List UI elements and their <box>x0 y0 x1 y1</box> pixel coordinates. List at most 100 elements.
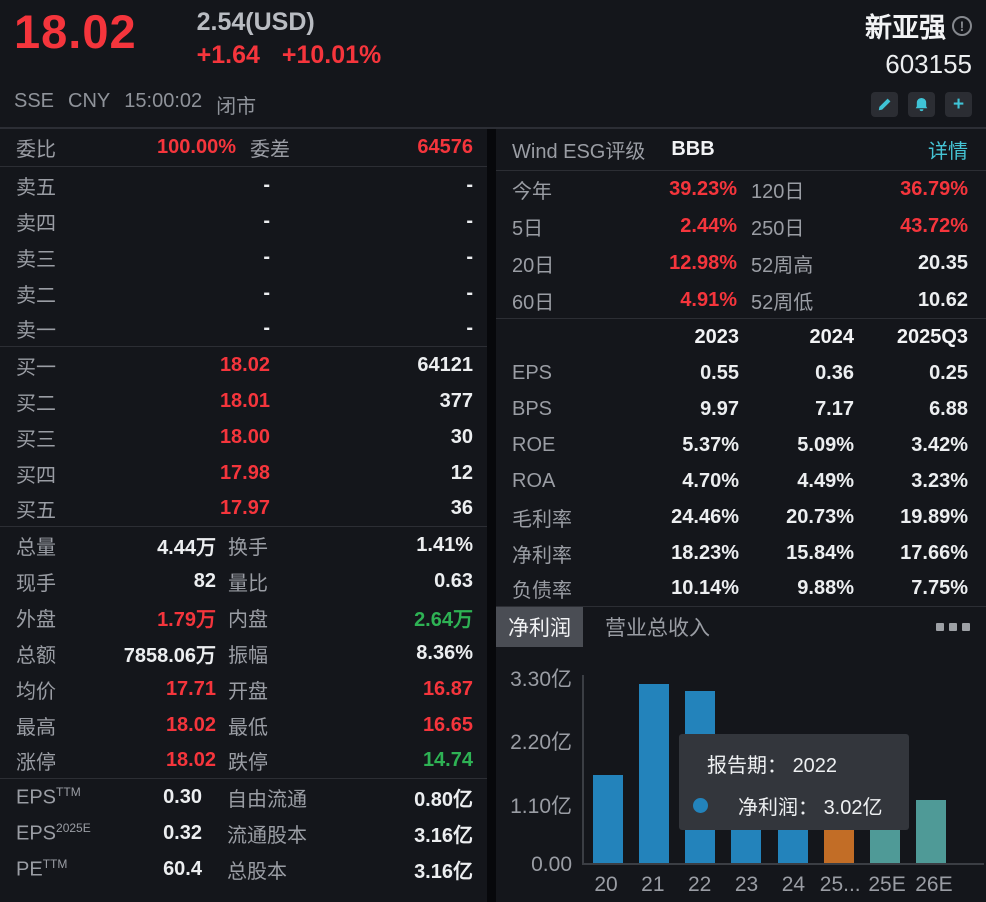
sell-volume: - <box>466 317 473 339</box>
buy-row[interactable]: 买五 17.97 36 <box>0 491 487 527</box>
financial-table-row: ROE 5.37% 5.09% 3.42% <box>512 433 968 456</box>
currency-label: CNY <box>68 90 111 112</box>
bar-2026e[interactable] <box>915 800 946 863</box>
weicha-value: 64576 <box>417 136 473 158</box>
sell-row[interactable]: 卖三 - - <box>0 239 487 275</box>
sell-level-label: 卖一 <box>16 320 56 342</box>
edit-button[interactable] <box>871 92 898 117</box>
esg-detail-link[interactable]: 详情 <box>928 141 968 163</box>
buy-price: 17.98 <box>219 461 270 484</box>
stats-row: 最高 18.02 最低 16.65 <box>16 713 473 739</box>
fundamental-row: PETTM 60.4 总股本 3.16亿 <box>16 856 473 883</box>
financial-table-header: 2023 2024 2025Q3 <box>496 319 986 355</box>
stats-row: 均价 17.71 开盘 16.87 <box>16 677 473 703</box>
sell-volume: - <box>466 173 473 196</box>
sell-level-label: 卖三 <box>16 248 56 271</box>
buy-price: 18.02 <box>219 353 270 376</box>
y-tick: 1.10亿 <box>510 795 572 818</box>
performance-row: 20日 12.98% 52周高 20.35 <box>512 252 968 277</box>
bar-2021[interactable] <box>639 683 670 863</box>
weibi-label: 委比 <box>16 139 56 161</box>
weibi-value: 100.00% <box>157 136 236 158</box>
buy-row[interactable]: 买二 18.01 377 <box>0 383 487 419</box>
add-button[interactable]: + <box>945 92 972 117</box>
alert-button[interactable] <box>908 92 935 117</box>
sell-row[interactable]: 卖一 - - <box>0 311 487 347</box>
price-change: +1.64 <box>196 41 260 69</box>
pencil-icon <box>878 98 891 111</box>
sell-price: - <box>263 245 270 268</box>
sell-level-label: 卖四 <box>16 212 56 235</box>
stats-row: 涨停 18.02 跌停 14.74 <box>0 743 487 779</box>
financial-table-row: 净利率 18.23% 15.84% 17.66% <box>512 541 968 567</box>
bar-2020[interactable] <box>593 774 623 863</box>
stats-row: 现手 82 量比 0.63 <box>16 569 473 595</box>
order-book-panel: 委比 100.00% 委差 64576 卖五 - - 卖四 - - 卖三 - - <box>0 129 487 902</box>
col-header: 2025Q3 <box>896 325 968 348</box>
buy-price: 18.00 <box>219 425 270 448</box>
usd-price: 2.54(USD) <box>196 8 315 36</box>
tab-total-revenue[interactable]: 营业总收入 <box>605 617 710 640</box>
quote-header: 18.02 2.54(USD) +1.64 +10.01% 新亚强 ! 6031… <box>0 0 986 129</box>
sell-row[interactable]: 卖二 - - <box>0 275 487 311</box>
buy-level-label: 买一 <box>16 356 56 379</box>
sell-row[interactable]: 卖四 - - <box>0 203 487 239</box>
buy-level-label: 买四 <box>16 464 56 487</box>
sell-price: - <box>263 281 270 304</box>
sell-row[interactable]: 卖五 - - <box>0 167 487 203</box>
buy-row[interactable]: 买四 17.98 12 <box>0 455 487 491</box>
buy-volume: 64121 <box>417 353 473 376</box>
performance-row: 今年 39.23% 120日 36.79% <box>512 178 968 203</box>
sell-volume: - <box>466 281 473 304</box>
tooltip-period-value: 2022 <box>792 755 838 777</box>
tooltip-series-label: 净利润： <box>738 797 818 819</box>
performance-row: 60日 4.91% 52周低 10.62 <box>496 282 986 319</box>
sell-level-label: 卖五 <box>16 176 56 199</box>
market-status: 闭市 <box>216 96 257 118</box>
tooltip-series-value: 3.02亿 <box>823 797 883 819</box>
col-header: 2024 <box>809 325 855 348</box>
buy-volume: 377 <box>439 389 473 412</box>
analysis-panel: Wind ESG评级 BBB 详情 今年 39.23% 120日 36.79% … <box>496 129 986 902</box>
buy-volume: 30 <box>450 425 473 448</box>
col-header: 2023 <box>694 325 740 348</box>
info-icon[interactable]: ! <box>952 15 972 36</box>
stats-row: 总额 7858.06万 振幅 8.36% <box>16 641 473 667</box>
buy-level-label: 买五 <box>16 500 56 522</box>
stock-code: 603155 <box>885 49 972 79</box>
chart-menu-button[interactable] <box>936 623 970 631</box>
sell-volume: - <box>466 245 473 268</box>
chart-tooltip: 报告期： 2022 净利润： 3.02亿 <box>679 734 909 830</box>
buy-volume: 36 <box>450 497 473 519</box>
sell-price: - <box>263 173 270 196</box>
buy-level-label: 买二 <box>16 392 56 415</box>
chart-tabs: 净利润 营业总收入 <box>496 607 986 647</box>
financial-table-row: 负债率 10.14% 9.88% 7.75% <box>496 571 986 607</box>
esg-row: Wind ESG评级 BBB 详情 <box>496 129 986 171</box>
quote-time: 15:00:02 <box>124 90 203 112</box>
financial-table-row: EPS 0.55 0.36 0.25 <box>512 361 968 384</box>
tab-net-profit[interactable]: 净利润 <box>496 607 583 647</box>
y-tick: 3.30亿 <box>510 668 572 691</box>
stats-row: 外盘 1.79万 内盘 2.64万 <box>16 608 473 631</box>
stats-row: 总量 4.44万 换手 1.41% <box>16 533 473 559</box>
esg-rating: BBB <box>671 138 715 160</box>
net-profit-chart: 3.30亿 2.20亿 1.10亿 0.00 20 21 <box>496 647 986 902</box>
buy-price: 17.97 <box>219 497 270 519</box>
y-tick: 0.00 <box>531 853 572 876</box>
tooltip-period-label: 报告期： <box>707 755 787 777</box>
weicha-label: 委差 <box>250 139 290 161</box>
buy-volume: 12 <box>450 461 473 484</box>
plus-icon: + <box>952 93 965 115</box>
fundamental-row: EPSTTM 0.30 自由流通 0.80亿 <box>16 784 473 811</box>
stock-name: 新亚强 <box>865 13 946 43</box>
buy-price: 18.01 <box>219 389 270 412</box>
sell-price: - <box>263 209 270 232</box>
buy-row[interactable]: 买三 18.00 30 <box>0 419 487 455</box>
weibi-row: 委比 100.00% 委差 64576 <box>0 129 487 167</box>
series-dot-icon <box>693 798 708 813</box>
buy-level-label: 买三 <box>16 428 56 451</box>
buy-row[interactable]: 买一 18.02 64121 <box>0 347 487 383</box>
sell-level-label: 卖二 <box>16 284 56 307</box>
